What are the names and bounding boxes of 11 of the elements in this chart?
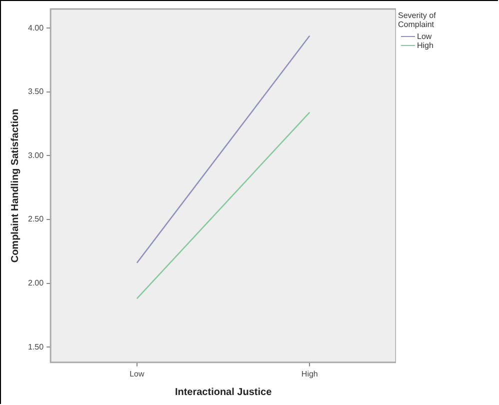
y-tick-label: 2.50: [28, 214, 44, 224]
legend-title: Severity of Complaint: [398, 11, 437, 29]
legend-label: Low: [417, 32, 432, 41]
x-axis-title: Interactional Justice: [174, 386, 272, 398]
y-tick-label: 3.00: [28, 150, 44, 160]
y-tick-label: 3.50: [28, 87, 44, 96]
y-tick-label: 2.00: [28, 278, 44, 288]
y-tick-label: 1.50: [28, 342, 44, 352]
y-axis-title: Complaint Handling Satisfaction: [10, 108, 21, 263]
legend-label: High: [417, 41, 434, 50]
y-tick-label: 4.00: [28, 23, 44, 32]
